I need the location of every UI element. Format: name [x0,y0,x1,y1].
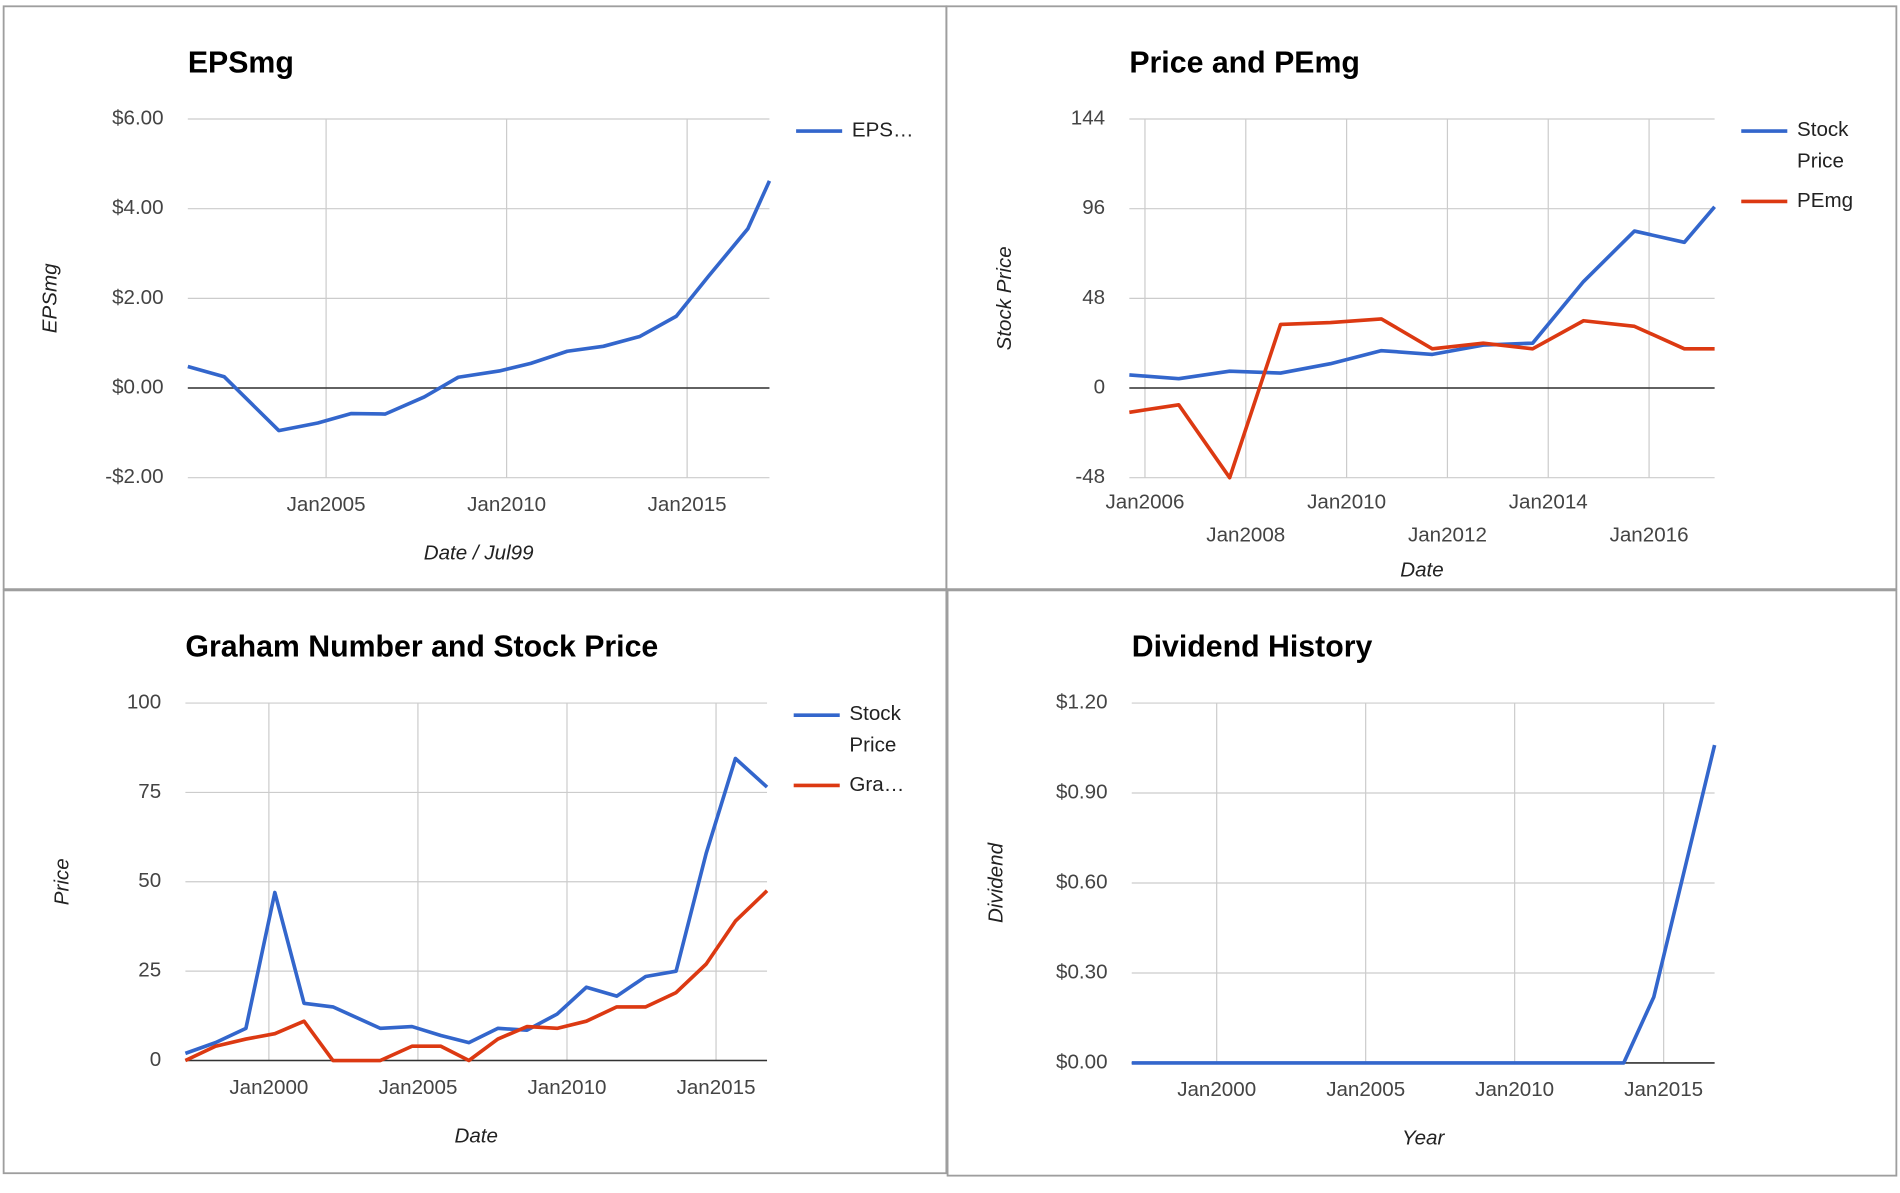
x-tick-label: Jan2010 [467,493,546,516]
y-tick-label: 48 [1082,286,1105,309]
x-tick-label: Jan2000 [229,1076,308,1099]
y-axis-title: Stock Price [993,246,1016,350]
y-tick-label: -48 [1075,465,1105,488]
panel-border [946,589,1898,1177]
x-tick-label: Jan2000 [1177,1078,1256,1101]
x-tick-label: Jan2008 [1206,523,1285,546]
y-tick-label: 96 [1082,196,1105,219]
x-tick-label: Jan2005 [287,493,366,516]
x-tick-label: Jan2015 [1624,1078,1703,1101]
y-tick-label: 50 [138,869,161,892]
x-tick-label: Jan2016 [1610,523,1689,546]
y-axis-title: Dividend [985,842,1008,923]
x-tick-label: Jan2015 [648,493,727,516]
y-tick-label: 100 [127,690,161,713]
data-line [184,889,769,1063]
legend-label: EPS… [852,119,914,142]
x-axis-title: Date [454,1124,497,1147]
y-tick-label: $4.00 [112,196,164,219]
chart-title: Price and PEmg [1129,46,1360,79]
x-axis-title: Date [1400,558,1443,581]
legend-label: Gra… [849,773,904,796]
y-tick-label: 144 [1071,106,1105,129]
y-tick-label: $0.00 [112,375,164,398]
y-tick-label: 0 [150,1048,161,1071]
legend-label: Stock Price [849,703,906,758]
x-tick-label: Jan2005 [378,1076,457,1099]
x-tick-label: Jan2005 [1326,1078,1405,1101]
data-line [1129,317,1715,480]
y-tick-label: $1.20 [1056,690,1108,713]
data-line [184,756,769,1056]
x-axis-title: Date / Jul99 [424,541,534,564]
legend-label: Stock Price [1797,119,1854,174]
y-tick-label: $0.60 [1056,870,1108,893]
x-tick-label: Jan2015 [677,1076,756,1099]
y-axis-title: Price [50,858,73,905]
y-tick-label: $2.00 [112,286,164,309]
chart-title: Graham Number and Stock Price [185,631,658,664]
x-tick-label: Jan2014 [1509,491,1588,514]
y-tick-label: $0.90 [1056,780,1108,803]
chart-title: Dividend History [1132,631,1373,664]
x-tick-label: Jan2012 [1408,523,1487,546]
panel-border [945,5,1898,591]
x-tick-label: Jan2006 [1105,491,1184,514]
y-tick-label: 25 [138,959,161,982]
data-line [1129,205,1716,381]
x-tick-label: Jan2010 [1475,1078,1554,1101]
data-line [1131,744,1717,1065]
chart-title: EPSmg [188,46,294,79]
y-tick-label: $6.00 [112,106,164,129]
legend-label: PEmg [1797,189,1853,212]
y-tick-label: $0.00 [1056,1050,1108,1073]
y-tick-label: 75 [138,780,161,803]
y-tick-label: 0 [1094,375,1105,398]
panel-border [2,589,948,1175]
y-tick-label: $0.30 [1056,960,1108,983]
x-tick-label: Jan2010 [528,1076,607,1099]
y-tick-label: -$2.00 [105,465,163,488]
data-line [187,180,772,433]
x-tick-label: Jan2010 [1307,491,1386,514]
x-axis-title: Year [1402,1127,1445,1150]
y-axis-title: EPSmg [38,263,61,333]
